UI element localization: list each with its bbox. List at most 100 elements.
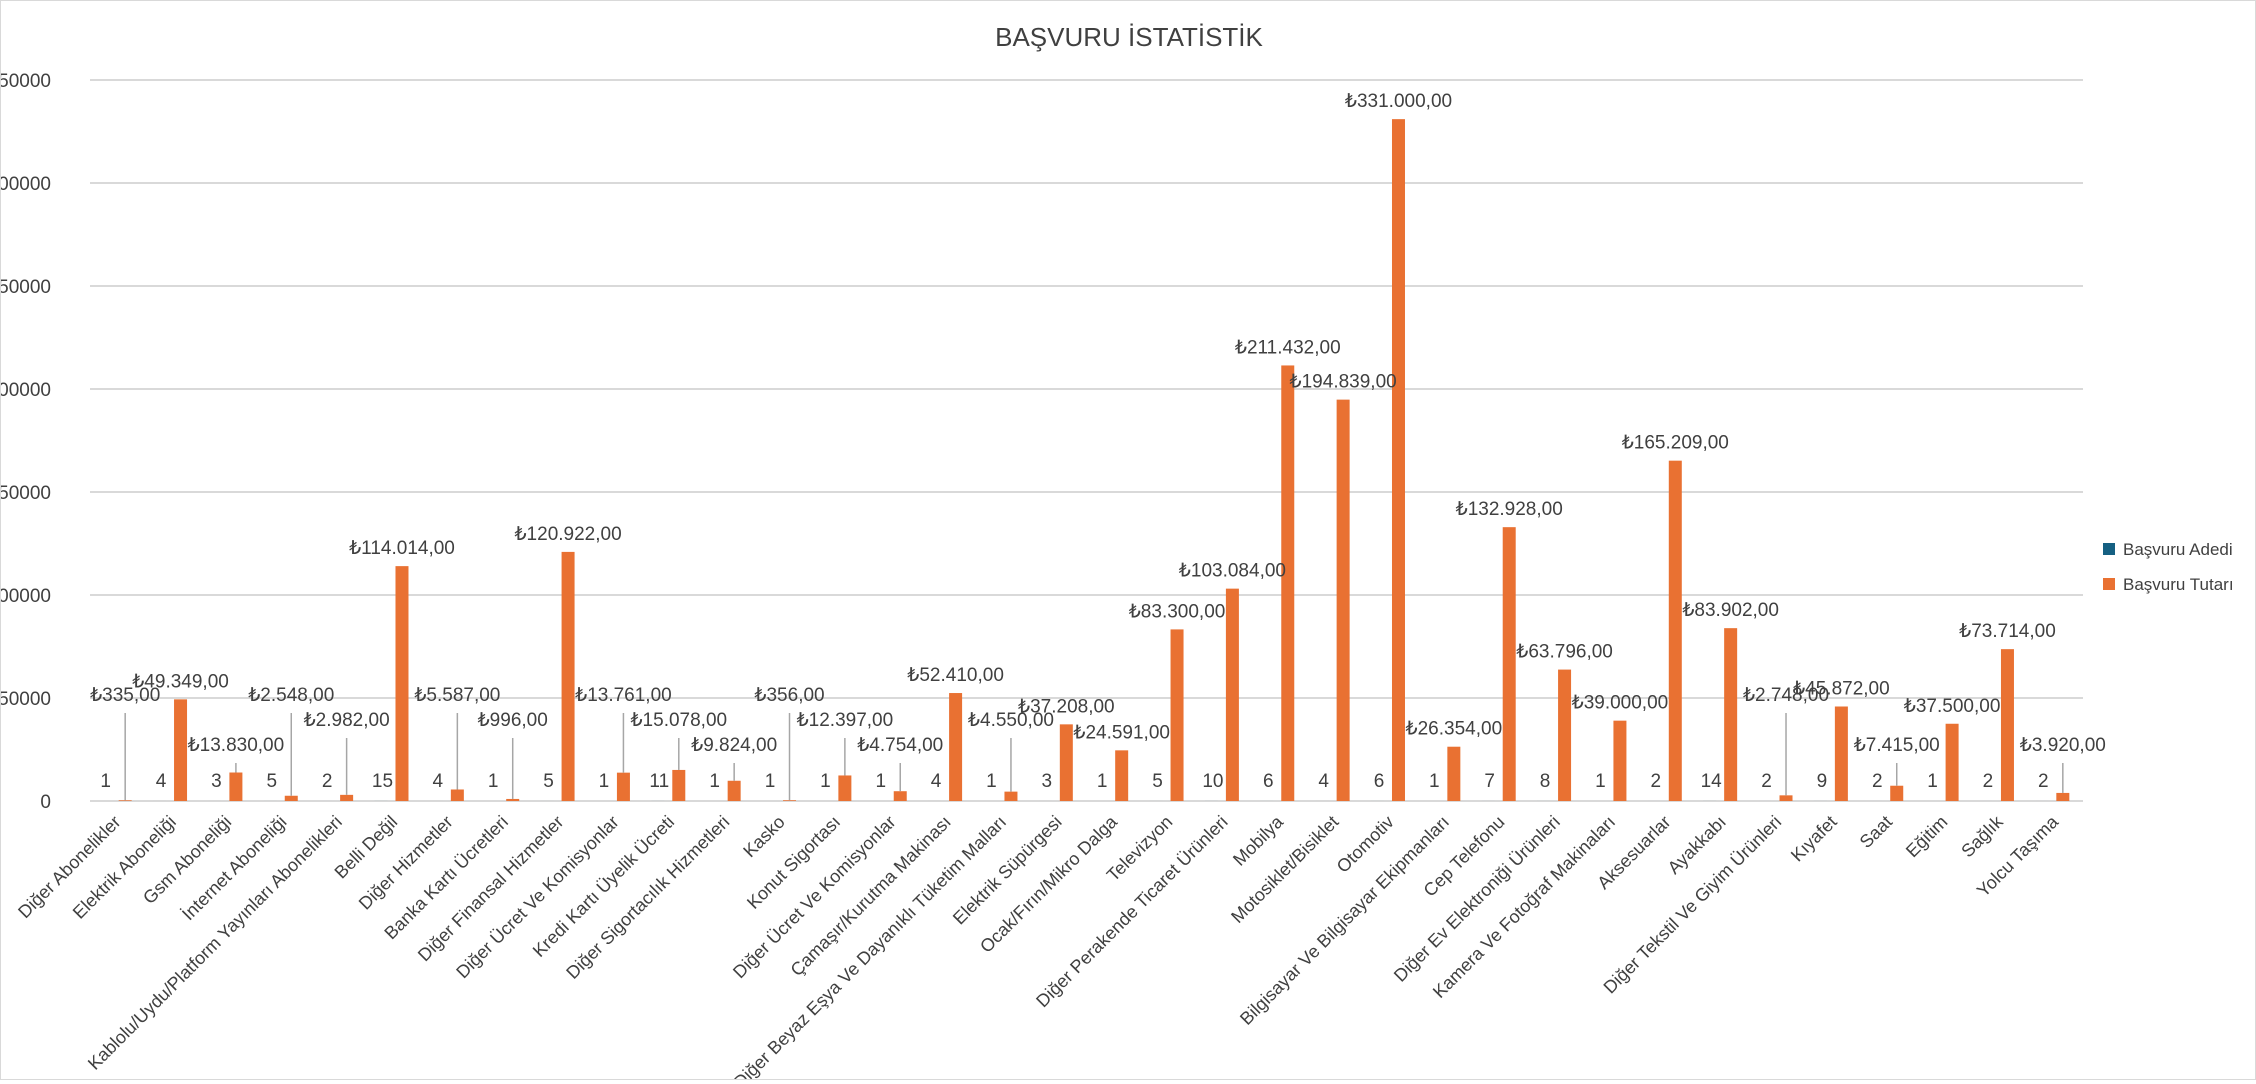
y-tick-label: 150000 bbox=[1, 483, 51, 504]
data-label-adedi: 1 bbox=[820, 771, 831, 792]
bar-basvuru-tutari bbox=[1060, 724, 1073, 801]
data-label-tutari: ₺83.300,00 bbox=[1129, 601, 1226, 622]
data-label-adedi: 2 bbox=[322, 771, 333, 792]
data-label-adedi: 15 bbox=[372, 771, 393, 792]
bar-basvuru-tutari bbox=[1503, 527, 1516, 801]
data-label-tutari: ₺37.500,00 bbox=[1904, 696, 2001, 717]
data-label-tutari: ₺26.354,00 bbox=[1406, 719, 1503, 740]
data-label-adedi: 1 bbox=[1595, 771, 1606, 792]
bar-basvuru-tutari bbox=[562, 552, 575, 801]
legend-label: Başvuru Adedi bbox=[2123, 540, 2233, 559]
data-label-tutari: ₺24.591,00 bbox=[1073, 722, 1170, 743]
data-label-adedi: 14 bbox=[1701, 771, 1723, 792]
bar-basvuru-tutari bbox=[1835, 707, 1848, 801]
data-label-tutari: ₺49.349,00 bbox=[132, 671, 229, 692]
bar-basvuru-tutari bbox=[1115, 750, 1128, 801]
data-label-tutari: ₺45.872,00 bbox=[1793, 679, 1890, 700]
bar-basvuru-tutari bbox=[285, 796, 298, 801]
bar-basvuru-tutari bbox=[838, 775, 851, 801]
bar-basvuru-tutari bbox=[2056, 793, 2069, 801]
data-label-adedi: 5 bbox=[266, 771, 277, 792]
data-label-tutari: ₺15.078,00 bbox=[630, 710, 727, 731]
data-label-adedi: 9 bbox=[1817, 771, 1828, 792]
bar-basvuru-tutari bbox=[174, 699, 187, 801]
data-label-tutari: ₺37.208,00 bbox=[1018, 696, 1115, 717]
bar-basvuru-tutari bbox=[1558, 670, 1571, 801]
data-label-tutari: ₺7.415,00 bbox=[1854, 735, 1940, 756]
data-label-adedi: 6 bbox=[1263, 771, 1274, 792]
data-label-tutari: ₺83.902,00 bbox=[1682, 600, 1779, 621]
y-axis: 0500001000001500002000002500003000003500… bbox=[1, 71, 51, 813]
legend: Başvuru Adedi Başvuru Tutarı bbox=[2103, 540, 2234, 594]
data-label-tutari: ₺52.410,00 bbox=[907, 665, 1004, 686]
x-category-label: Kablolu/Uydu/Platform Yayınları Abonelik… bbox=[84, 812, 346, 1074]
bar-basvuru-tutari bbox=[1780, 795, 1793, 801]
legend-label: Başvuru Tutarı bbox=[2123, 575, 2234, 594]
data-label-tutari: ₺13.830,00 bbox=[188, 735, 285, 756]
data-label-adedi: 3 bbox=[211, 771, 222, 792]
data-label-adedi: 4 bbox=[931, 771, 942, 792]
data-label-adedi: 4 bbox=[433, 771, 444, 792]
legend-swatch bbox=[2103, 578, 2115, 590]
data-label-tutari: ₺356,00 bbox=[754, 685, 824, 706]
data-label-tutari: ₺3.920,00 bbox=[2020, 735, 2106, 756]
data-label-tutari: ₺12.397,00 bbox=[797, 710, 894, 731]
data-label-tutari: ₺2.982,00 bbox=[304, 710, 390, 731]
data-label-tutari: ₺13.761,00 bbox=[575, 685, 672, 706]
bar-basvuru-tutari bbox=[728, 781, 741, 801]
data-label-adedi: 1 bbox=[599, 771, 610, 792]
data-label-tutari: ₺194.839,00 bbox=[1290, 372, 1397, 393]
legend-swatch bbox=[2103, 543, 2115, 555]
x-category-label: Sağlık bbox=[1957, 811, 2007, 861]
data-label-adedi: 2 bbox=[1983, 771, 1994, 792]
y-tick-label: 300000 bbox=[1, 174, 51, 195]
bar-basvuru-tutari bbox=[672, 770, 685, 801]
data-label-tutari: ₺132.928,00 bbox=[1456, 499, 1563, 520]
data-label-tutari: ₺103.084,00 bbox=[1179, 561, 1286, 582]
data-label-adedi: 2 bbox=[2038, 771, 2049, 792]
bar-basvuru-tutari bbox=[1281, 365, 1294, 801]
data-label-tutari: ₺165.209,00 bbox=[1622, 433, 1729, 454]
bar-basvuru-tutari bbox=[2001, 649, 2014, 801]
bar-basvuru-tutari bbox=[1337, 400, 1350, 801]
data-label-adedi: 2 bbox=[1761, 771, 1772, 792]
data-label-tutari: ₺331.000,00 bbox=[1345, 91, 1452, 112]
data-label-adedi: 10 bbox=[1202, 771, 1223, 792]
bar-basvuru-tutari bbox=[1447, 747, 1460, 801]
data-label-tutari: ₺996,00 bbox=[478, 710, 548, 731]
bar-basvuru-tutari bbox=[506, 799, 519, 801]
data-label-adedi: 4 bbox=[156, 771, 167, 792]
data-label-tutari: ₺120.922,00 bbox=[514, 524, 621, 545]
data-label-adedi: 4 bbox=[1318, 771, 1329, 792]
data-label-adedi: 5 bbox=[543, 771, 554, 792]
data-label-adedi: 2 bbox=[1872, 771, 1883, 792]
y-tick-label: 0 bbox=[40, 792, 51, 813]
bar-basvuru-tutari bbox=[894, 791, 907, 801]
bar-basvuru-tutari bbox=[340, 795, 353, 801]
data-label-adedi: 1 bbox=[875, 771, 886, 792]
y-tick-label: 350000 bbox=[1, 71, 51, 92]
data-label-tutari: ₺5.587,00 bbox=[414, 685, 500, 706]
chart-title: BAŞVURU İSTATİSTİK bbox=[995, 22, 1263, 52]
data-label-adedi: 8 bbox=[1540, 771, 1551, 792]
data-label-adedi: 11 bbox=[649, 771, 669, 792]
bar-basvuru-tutari bbox=[119, 800, 132, 801]
data-label-tutari: ₺4.754,00 bbox=[857, 735, 943, 756]
data-label-adedi: 2 bbox=[1651, 771, 1662, 792]
y-tick-label: 100000 bbox=[1, 586, 51, 607]
data-label-adedi: 5 bbox=[1152, 771, 1163, 792]
bar-basvuru-tutari bbox=[1171, 629, 1184, 801]
bar-basvuru-tutari bbox=[617, 773, 630, 801]
bar-basvuru-tutari bbox=[451, 789, 464, 801]
data-label-tutari: ₺39.000,00 bbox=[1572, 693, 1669, 714]
data-labels: 1₺335,004₺49.349,003₺13.830,005₺2.548,00… bbox=[90, 91, 2106, 800]
bar-basvuru-tutari bbox=[229, 773, 242, 801]
data-label-tutari: ₺114.014,00 bbox=[349, 538, 455, 559]
data-label-adedi: 1 bbox=[709, 771, 720, 792]
data-label-adedi: 1 bbox=[100, 771, 111, 792]
y-tick-label: 50000 bbox=[1, 689, 51, 710]
x-category-label: Eğitim bbox=[1902, 812, 1952, 862]
data-label-adedi: 1 bbox=[765, 771, 776, 792]
